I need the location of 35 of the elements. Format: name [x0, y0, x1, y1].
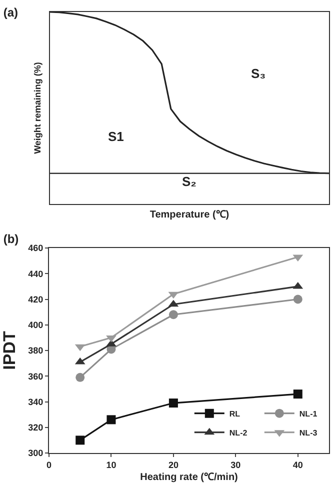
legend-label: NL-2 [229, 428, 248, 438]
y-tick-label: 440 [28, 268, 44, 279]
annotation: S1 [108, 129, 124, 144]
y-tick-label: 320 [28, 422, 44, 433]
point [293, 294, 302, 304]
point [106, 335, 116, 342]
point [76, 436, 85, 445]
x-tick-label: 40 [292, 460, 303, 470]
y-tick-label: 300 [28, 448, 44, 458]
y-tick-label: 340 [28, 396, 44, 407]
x-tick-label: 20 [168, 460, 178, 470]
y-tick-label: 400 [28, 320, 44, 330]
x-tick-label: 10 [106, 460, 116, 470]
y-tick-label: 420 [28, 294, 44, 304]
text: S₂ [182, 174, 197, 189]
point [168, 398, 178, 408]
y-tick-label: 380 [28, 346, 44, 356]
y-tick-label: 360 [28, 371, 44, 382]
point [293, 390, 302, 399]
x-tick-label: 0 [46, 460, 52, 470]
point [168, 310, 178, 320]
legend-label: NL-3 [299, 428, 318, 438]
x-axis-title: Heating rate (℃/min) [140, 472, 238, 483]
x-tick-label: 30 [230, 460, 241, 470]
chart-title: (b) [3, 232, 19, 246]
point [106, 415, 116, 424]
chart-title: (a) [3, 5, 18, 20]
y-tick-label: 460 [28, 243, 44, 254]
x-axis-title: Temperature (℃) [150, 209, 230, 220]
y-axis-title: IPDT [0, 330, 19, 370]
legend-label: RL [229, 409, 240, 418]
y-axis-title: Weight remaining (%) [32, 62, 42, 154]
legend-label: NL-1 [299, 409, 318, 418]
annotation: S₃ [251, 66, 266, 81]
point [76, 372, 85, 382]
